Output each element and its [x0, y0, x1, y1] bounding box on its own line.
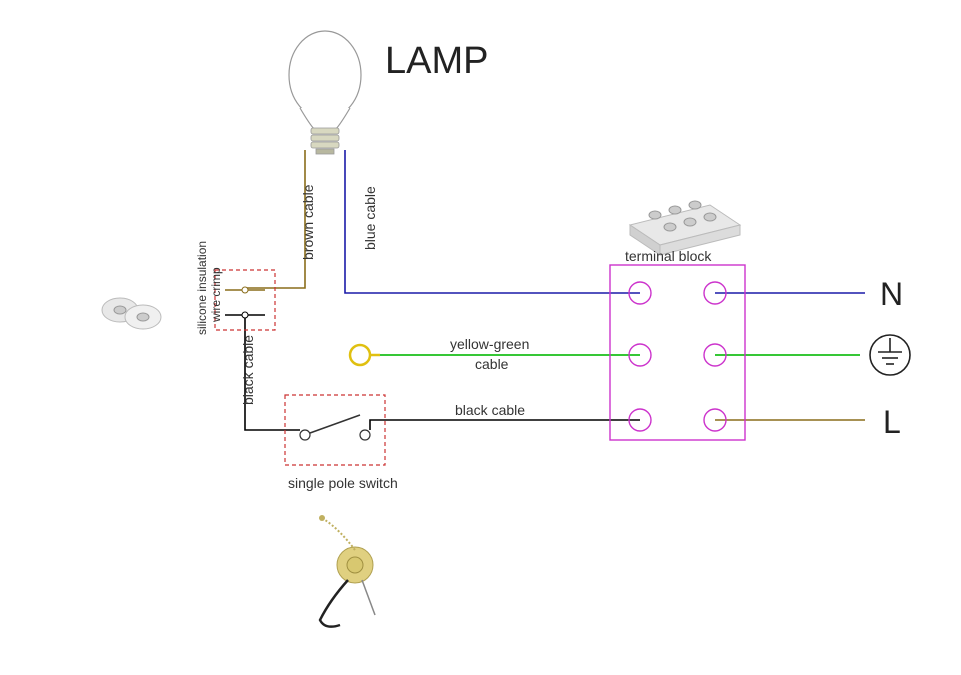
black-cable-horiz-label: black cable: [455, 402, 525, 418]
silicone-label-2: wire crimp: [209, 267, 223, 322]
black-cable-vert-label: black cable: [240, 335, 256, 405]
single-pole-label: single pole switch: [288, 475, 398, 491]
blue-cable-label: blue cable: [362, 186, 378, 250]
terminal-block-label: terminal block: [625, 248, 711, 264]
live-label: L: [883, 404, 901, 441]
neutral-label: N: [880, 276, 903, 313]
diagram-title: LAMP: [385, 40, 488, 83]
brown-cable-label: brown cable: [300, 185, 316, 261]
silicone-label-1: silicone insulation: [195, 241, 209, 335]
yellow-green-label-1: yellow-green: [450, 336, 529, 352]
yellow-green-label-2: cable: [475, 356, 508, 372]
